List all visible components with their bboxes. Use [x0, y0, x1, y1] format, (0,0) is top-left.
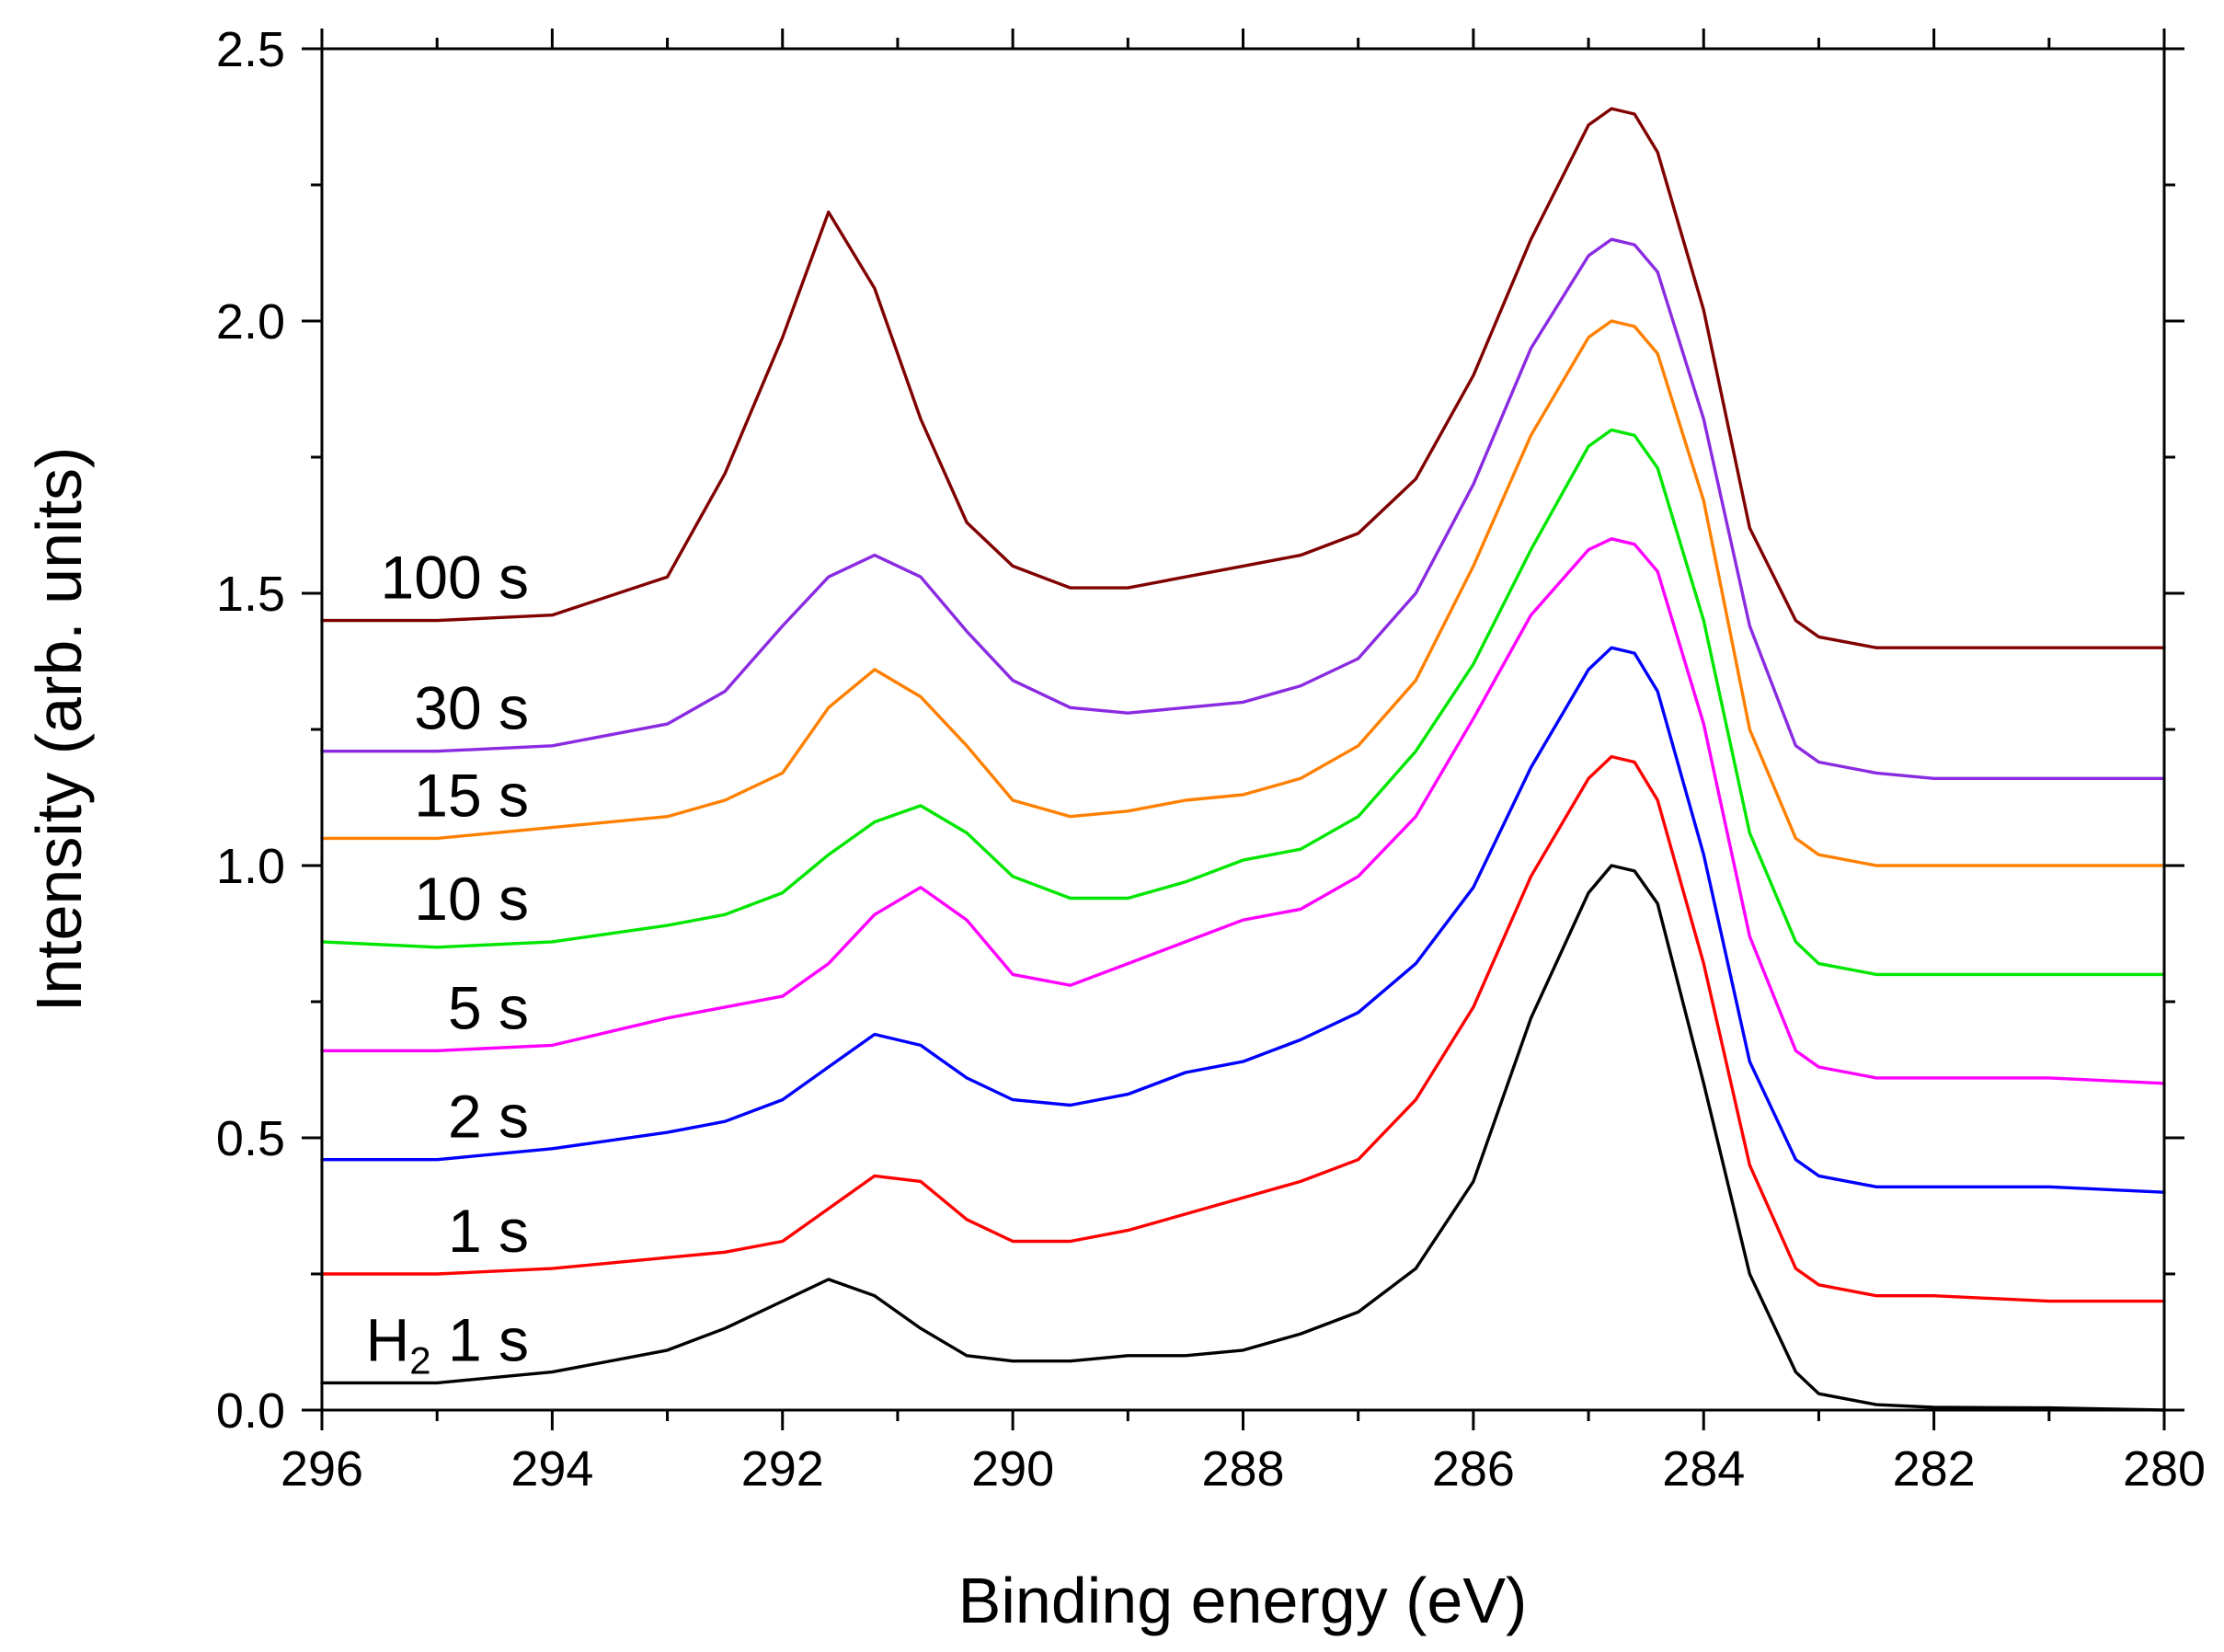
y-axis-title: Intensity (arb. units) — [23, 447, 95, 1013]
y-tick-label: 0.5 — [216, 1111, 285, 1166]
y-tick-label: 2.5 — [216, 22, 285, 77]
x-tick-label: 286 — [1432, 1441, 1515, 1497]
x-tick-label: 290 — [971, 1441, 1054, 1497]
x-tick-label: 280 — [2123, 1441, 2206, 1497]
y-tick-label: 1.5 — [216, 567, 285, 622]
series-label-1: 1 s — [448, 1197, 529, 1265]
series-line-2 — [320, 646, 2166, 1194]
y-tick-label: 1.0 — [216, 839, 285, 894]
y-tick-label: 2.0 — [216, 294, 285, 350]
series-line-1 — [320, 754, 2166, 1303]
x-axis-title: Binding energy (eV) — [958, 1565, 1528, 1636]
axis-ticks — [302, 29, 2184, 1430]
series-line-6 — [320, 237, 2166, 780]
x-tick-label: 284 — [1662, 1441, 1745, 1497]
series-line-5 — [320, 319, 2166, 867]
series-label-5: 15 s — [414, 761, 529, 829]
series-label-0: H2 1 s — [366, 1305, 529, 1382]
x-tick-label: 282 — [1893, 1441, 1976, 1497]
x-tick-label: 296 — [281, 1441, 363, 1497]
x-tick-label: 294 — [510, 1441, 593, 1497]
series-line-7 — [320, 107, 2166, 649]
series-labels: H2 1 s 1 s 2 s 5 s 10 s 15 s 30 s 100 s — [366, 544, 529, 1382]
series-label-2: 2 s — [448, 1083, 529, 1151]
x-tick-label: 288 — [1201, 1441, 1284, 1497]
series-lines — [320, 107, 2166, 1412]
series-line-3 — [320, 537, 2166, 1085]
series-label-3: 5 s — [448, 973, 529, 1041]
series-label-4: 10 s — [414, 865, 529, 933]
tick-labels: 296 294 292 290 288 286 284 282 280 0.0 0.5 1.0 1.5 2… — [216, 22, 2206, 1497]
series-line-0 — [320, 864, 2166, 1412]
plot-frame — [320, 47, 2166, 1412]
series-label-7: 100 s — [381, 544, 529, 612]
series-line-4 — [320, 428, 2166, 977]
series-label-6: 30 s — [414, 674, 529, 742]
x-tick-label: 292 — [741, 1441, 824, 1497]
y-tick-label: 0.0 — [216, 1383, 285, 1439]
